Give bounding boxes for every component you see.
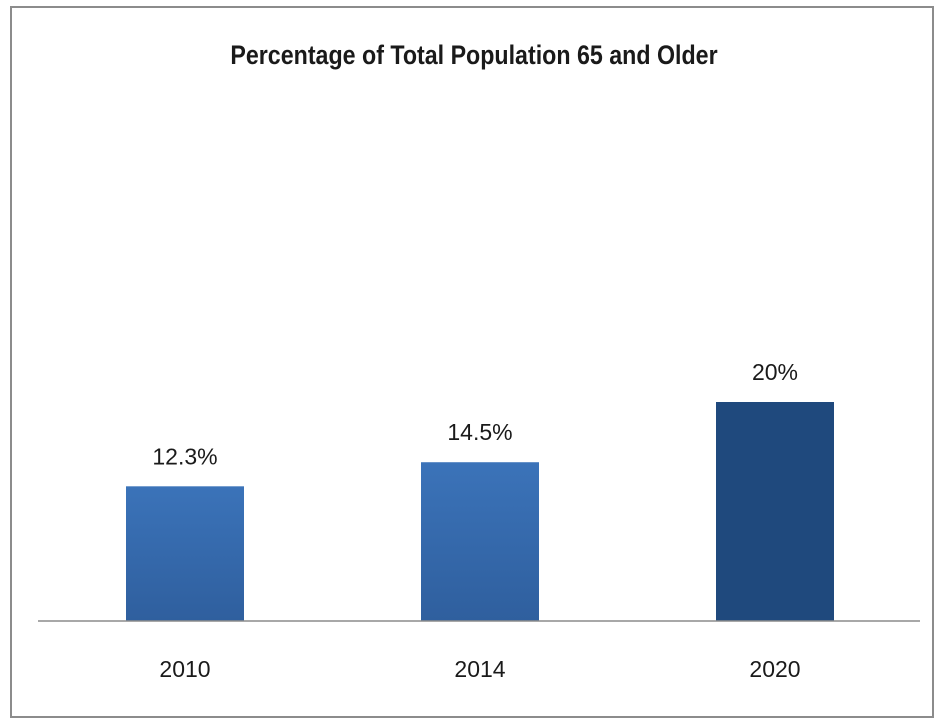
bars-layer — [126, 402, 834, 621]
bar-2020 — [716, 402, 834, 621]
x-tick-label-2014: 2014 — [454, 656, 505, 682]
data-label-2014: 14.5% — [447, 419, 512, 445]
x-tick-labels: 2010 2014 2020 — [159, 656, 800, 682]
bar-2014 — [421, 462, 539, 621]
bar-2010 — [126, 486, 244, 621]
labels-layer: 12.3% 14.5% 20% — [152, 359, 798, 469]
chart-title: Percentage of Total Population 65 and Ol… — [230, 40, 718, 70]
x-tick-label-2010: 2010 — [159, 656, 210, 682]
x-tick-label-2020: 2020 — [749, 656, 800, 682]
data-label-2010: 12.3% — [152, 443, 217, 469]
data-label-2020: 20% — [752, 359, 798, 385]
